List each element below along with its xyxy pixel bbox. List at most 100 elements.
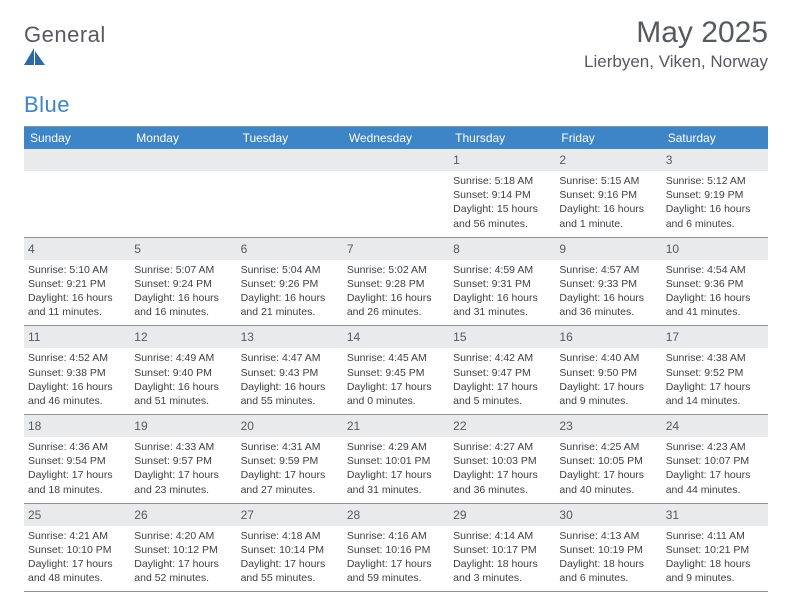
day-number-band: 6 [237,238,343,260]
sunset-line: Sunset: 9:38 PM [28,366,126,380]
daylight-line: and 23 minutes. [134,483,232,497]
calendar-page: GeneralBlue May 2025 Lierbyen, Viken, No… [0,0,792,608]
sunrise-line: Sunrise: 4:33 AM [134,440,232,454]
day-details: Sunrise: 4:59 AMSunset: 9:31 PMDaylight:… [453,263,551,320]
day-number: 19 [134,419,147,433]
day-number: 8 [453,242,460,256]
sunrise-line: Sunrise: 5:18 AM [453,174,551,188]
day-number-band: 3 [662,149,768,171]
daylight-line: Daylight: 17 hours [241,557,339,571]
day-number: 3 [666,153,673,167]
sunset-line: Sunset: 9:21 PM [28,277,126,291]
daylight-line: and 5 minutes. [453,394,551,408]
day-number: 16 [559,330,572,344]
daylight-line: and 52 minutes. [134,571,232,585]
day-number-band: 25 [24,504,130,526]
day-cell: 11Sunrise: 4:52 AMSunset: 9:38 PMDayligh… [24,326,130,414]
day-cell: 31Sunrise: 4:11 AMSunset: 10:21 PMDaylig… [662,504,768,592]
day-number: 26 [134,508,147,522]
sunset-line: Sunset: 9:28 PM [347,277,445,291]
day-details: Sunrise: 4:18 AMSunset: 10:14 PMDaylight… [241,529,339,586]
day-cell: 5Sunrise: 5:07 AMSunset: 9:24 PMDaylight… [130,238,236,326]
sunset-line: Sunset: 10:07 PM [666,454,764,468]
daylight-line: and 36 minutes. [453,483,551,497]
dow-wednesday: Wednesday [343,127,449,149]
sunrise-line: Sunrise: 5:15 AM [559,174,657,188]
day-number-band: 27 [237,504,343,526]
day-number-band: 11 [24,326,130,348]
day-number: 12 [134,330,147,344]
daylight-line: Daylight: 18 hours [453,557,551,571]
day-cell [343,149,449,237]
day-number-band: 17 [662,326,768,348]
day-details: Sunrise: 4:21 AMSunset: 10:10 PMDaylight… [28,529,126,586]
day-details: Sunrise: 4:49 AMSunset: 9:40 PMDaylight:… [134,351,232,408]
day-cell: 25 Sunrise: 4:21 AMSunset: 10:10 PMDaylig… [24,504,130,592]
month-title: May 2025 [584,16,768,50]
day-cell: 24Sunrise: 4:23 AMSunset: 10:07 PMDaylig… [662,415,768,503]
day-number: 6 [241,242,248,256]
sunrise-line: Sunrise: 5:10 AM [28,263,126,277]
day-cell [24,149,130,237]
sunrise-line: Sunrise: 4:16 AM [347,529,445,543]
day-cell: 19Sunrise: 4:33 AMSunset: 9:57 PMDayligh… [130,415,236,503]
day-details: Sunrise: 4:20 AMSunset: 10:12 PMDaylight… [134,529,232,586]
logo-text-b: Blue [24,92,70,117]
daylight-line: and 26 minutes. [347,305,445,319]
daylight-line: Daylight: 17 hours [347,380,445,394]
day-details: Sunrise: 4:14 AMSunset: 10:17 PMDaylight… [453,529,551,586]
day-details: Sunrise: 4:54 AMSunset: 9:36 PMDaylight:… [666,263,764,320]
daylight-line: and 31 minutes. [453,305,551,319]
day-number-band: 26 [130,504,236,526]
day-number-band: 1 [449,149,555,171]
daylight-line: Daylight: 16 hours [28,380,126,394]
day-cell: 17Sunrise: 4:38 AMSunset: 9:52 PMDayligh… [662,326,768,414]
day-cell: 12 Sunrise: 4:49 AMSunset: 9:40 PMDayligh… [130,326,236,414]
sunset-line: Sunset: 9:57 PM [134,454,232,468]
dow-saturday: Saturday [662,127,768,149]
day-number: 5 [134,242,141,256]
title-block: May 2025 Lierbyen, Viken, Norway [584,16,768,72]
day-number: 2 [559,153,566,167]
daylight-line: Daylight: 16 hours [453,291,551,305]
logo-sail-icon [24,48,106,66]
sunrise-line: Sunrise: 4:31 AM [241,440,339,454]
day-number-band: 9 [555,238,661,260]
day-number-band [130,149,236,171]
daylight-line: Daylight: 16 hours [559,202,657,216]
daylight-line: Daylight: 17 hours [453,468,551,482]
dow-row: Sunday Monday Tuesday Wednesday Thursday… [24,127,768,149]
day-number: 1 [453,153,460,167]
day-cell: 7Sunrise: 5:02 AMSunset: 9:28 PMDaylight… [343,238,449,326]
day-number: 11 [28,330,40,344]
day-number: 7 [347,242,354,256]
day-number: 4 [28,242,35,256]
daylight-line: Daylight: 17 hours [347,557,445,571]
week-row: 1 Sunrise: 5:18 AMSunset: 9:14 PM Daylight… [24,149,768,238]
daylight-line: and 3 minutes. [453,571,551,585]
daylight-line: and 48 minutes. [28,571,126,585]
day-number: 20 [241,419,254,433]
daylight-line: and 9 minutes. [559,394,657,408]
day-number-band: 24 [662,415,768,437]
day-number: 25 [28,508,41,522]
day-number-band: 21 [343,415,449,437]
day-number-band: 28 [343,504,449,526]
daylight-line: and 59 minutes. [347,571,445,585]
sunset-line: Sunset: 10:10 PM [28,543,126,557]
day-cell: 10Sunrise: 4:54 AMSunset: 9:36 PMDayligh… [662,238,768,326]
daylight-line: Daylight: 17 hours [134,557,232,571]
daylight-line: and 18 minutes. [28,483,126,497]
day-number-band: 4 [24,238,130,260]
sunset-line: Sunset: 9:14 PM [453,188,551,202]
day-cell: 29Sunrise: 4:14 AMSunset: 10:17 PMDaylig… [449,504,555,592]
daylight-line: and 9 minutes. [666,571,764,585]
day-cell: 3Sunrise: 5:12 AMSunset: 9:19 PMDaylight… [662,149,768,237]
sunrise-line: Sunrise: 5:02 AM [347,263,445,277]
sunset-line: Sunset: 9:19 PM [666,188,764,202]
sunrise-line: Sunrise: 4:29 AM [347,440,445,454]
daylight-line: Daylight: 18 hours [666,557,764,571]
sunset-line: Sunset: 9:59 PM [241,454,339,468]
daylight-line: and 55 minutes. [241,571,339,585]
day-cell: 14Sunrise: 4:45 AMSunset: 9:45 PMDayligh… [343,326,449,414]
